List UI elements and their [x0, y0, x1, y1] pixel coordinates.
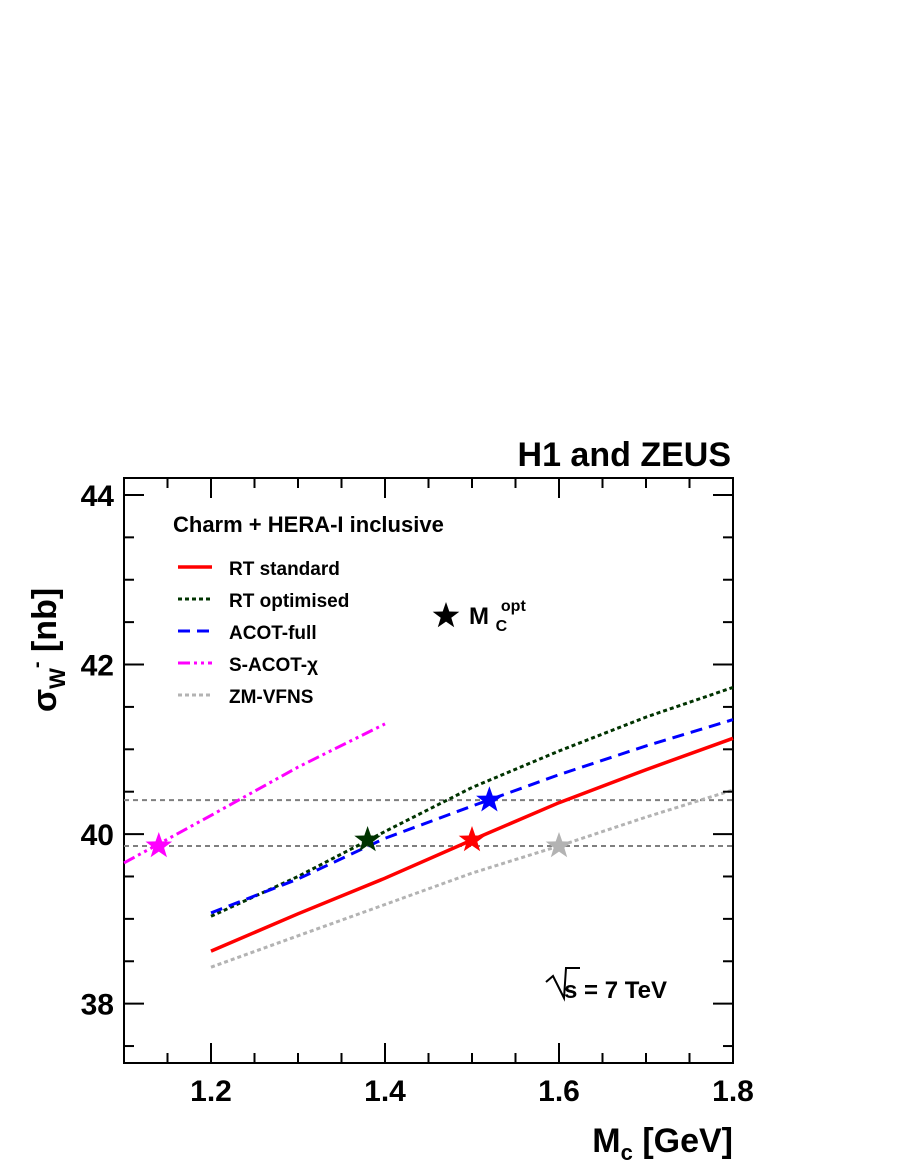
marker-legend-sub: C	[496, 618, 508, 635]
reference-lines	[124, 799, 733, 847]
legend-label-zm-vfns: ZM-VFNS	[229, 687, 313, 708]
x-tick-label: 1.6	[538, 1075, 580, 1108]
x-tick-label: 1.4	[364, 1075, 406, 1108]
marker-legend-sup: opt	[501, 598, 527, 615]
legend: RT standard RT optimised ACOT-full S-ACOT-χ…	[178, 559, 349, 708]
marker-legend-label: M C opt	[469, 598, 526, 637]
legend-label-rt-standard: RT standard	[229, 559, 340, 580]
energy-text: s = 7 TeV	[564, 977, 667, 1004]
series-line-zm-vfns	[210, 788, 734, 969]
y-axis-label-sub: W	[45, 668, 70, 689]
series-line-s-acot	[123, 722, 386, 865]
energy-s: s	[564, 977, 577, 1004]
energy-label: s = 7 TeV	[545, 967, 667, 1004]
energy-value: = 7 TeV	[577, 977, 667, 1004]
x-tick-label: 1.8	[712, 1075, 754, 1108]
y-axis-label-sup: -	[26, 661, 48, 668]
y-axis-label-main: σ	[26, 689, 64, 712]
axis-ticks	[123, 478, 734, 1063]
y-tick-label: 38	[81, 989, 114, 1022]
x-axis-label: Mc [GeV]	[592, 1122, 733, 1165]
optimum-star-acot-full	[476, 786, 503, 812]
legend-label-rt-optimised: RT optimised	[229, 591, 349, 612]
legend-label-s-acot: S-ACOT-χ	[229, 655, 318, 676]
marker-legend-main: M	[469, 603, 489, 630]
marker-legend: M C opt	[432, 598, 526, 637]
chart-title: H1 and ZEUS	[518, 436, 731, 474]
sqrt-symbol	[545, 967, 580, 1002]
series-lines	[123, 685, 734, 969]
optimum-star-s-acot	[145, 832, 173, 858]
star-icon	[432, 602, 460, 628]
y-axis-label-rest: [nb]	[26, 588, 64, 662]
x-axis-label-main: M	[592, 1122, 620, 1160]
optimum-star-zm-vfns	[545, 832, 573, 858]
series-line-rt-optimised	[210, 685, 734, 918]
x-tick-label: 1.2	[190, 1075, 232, 1108]
y-tick-label: 40	[81, 819, 114, 852]
y-tick-label: 44	[81, 480, 115, 513]
y-axis-label: σW- [nb]	[26, 588, 70, 712]
series-line-acot-full	[210, 718, 734, 915]
x-axis-label-sub: c	[621, 1140, 633, 1165]
dataset-annotation: Charm + HERA-I inclusive	[173, 512, 444, 537]
optimum-star-rt-optimised	[354, 826, 381, 852]
legend-label-acot-full: ACOT-full	[229, 623, 317, 644]
tick-labels: 1.2 1.4 1.6 1.8 38 40 42 44	[81, 480, 754, 1108]
optimum-markers	[145, 786, 573, 858]
y-tick-label: 42	[81, 650, 114, 683]
optimum-star-rt-standard	[458, 826, 486, 852]
x-axis-label-rest: [GeV]	[633, 1122, 733, 1160]
